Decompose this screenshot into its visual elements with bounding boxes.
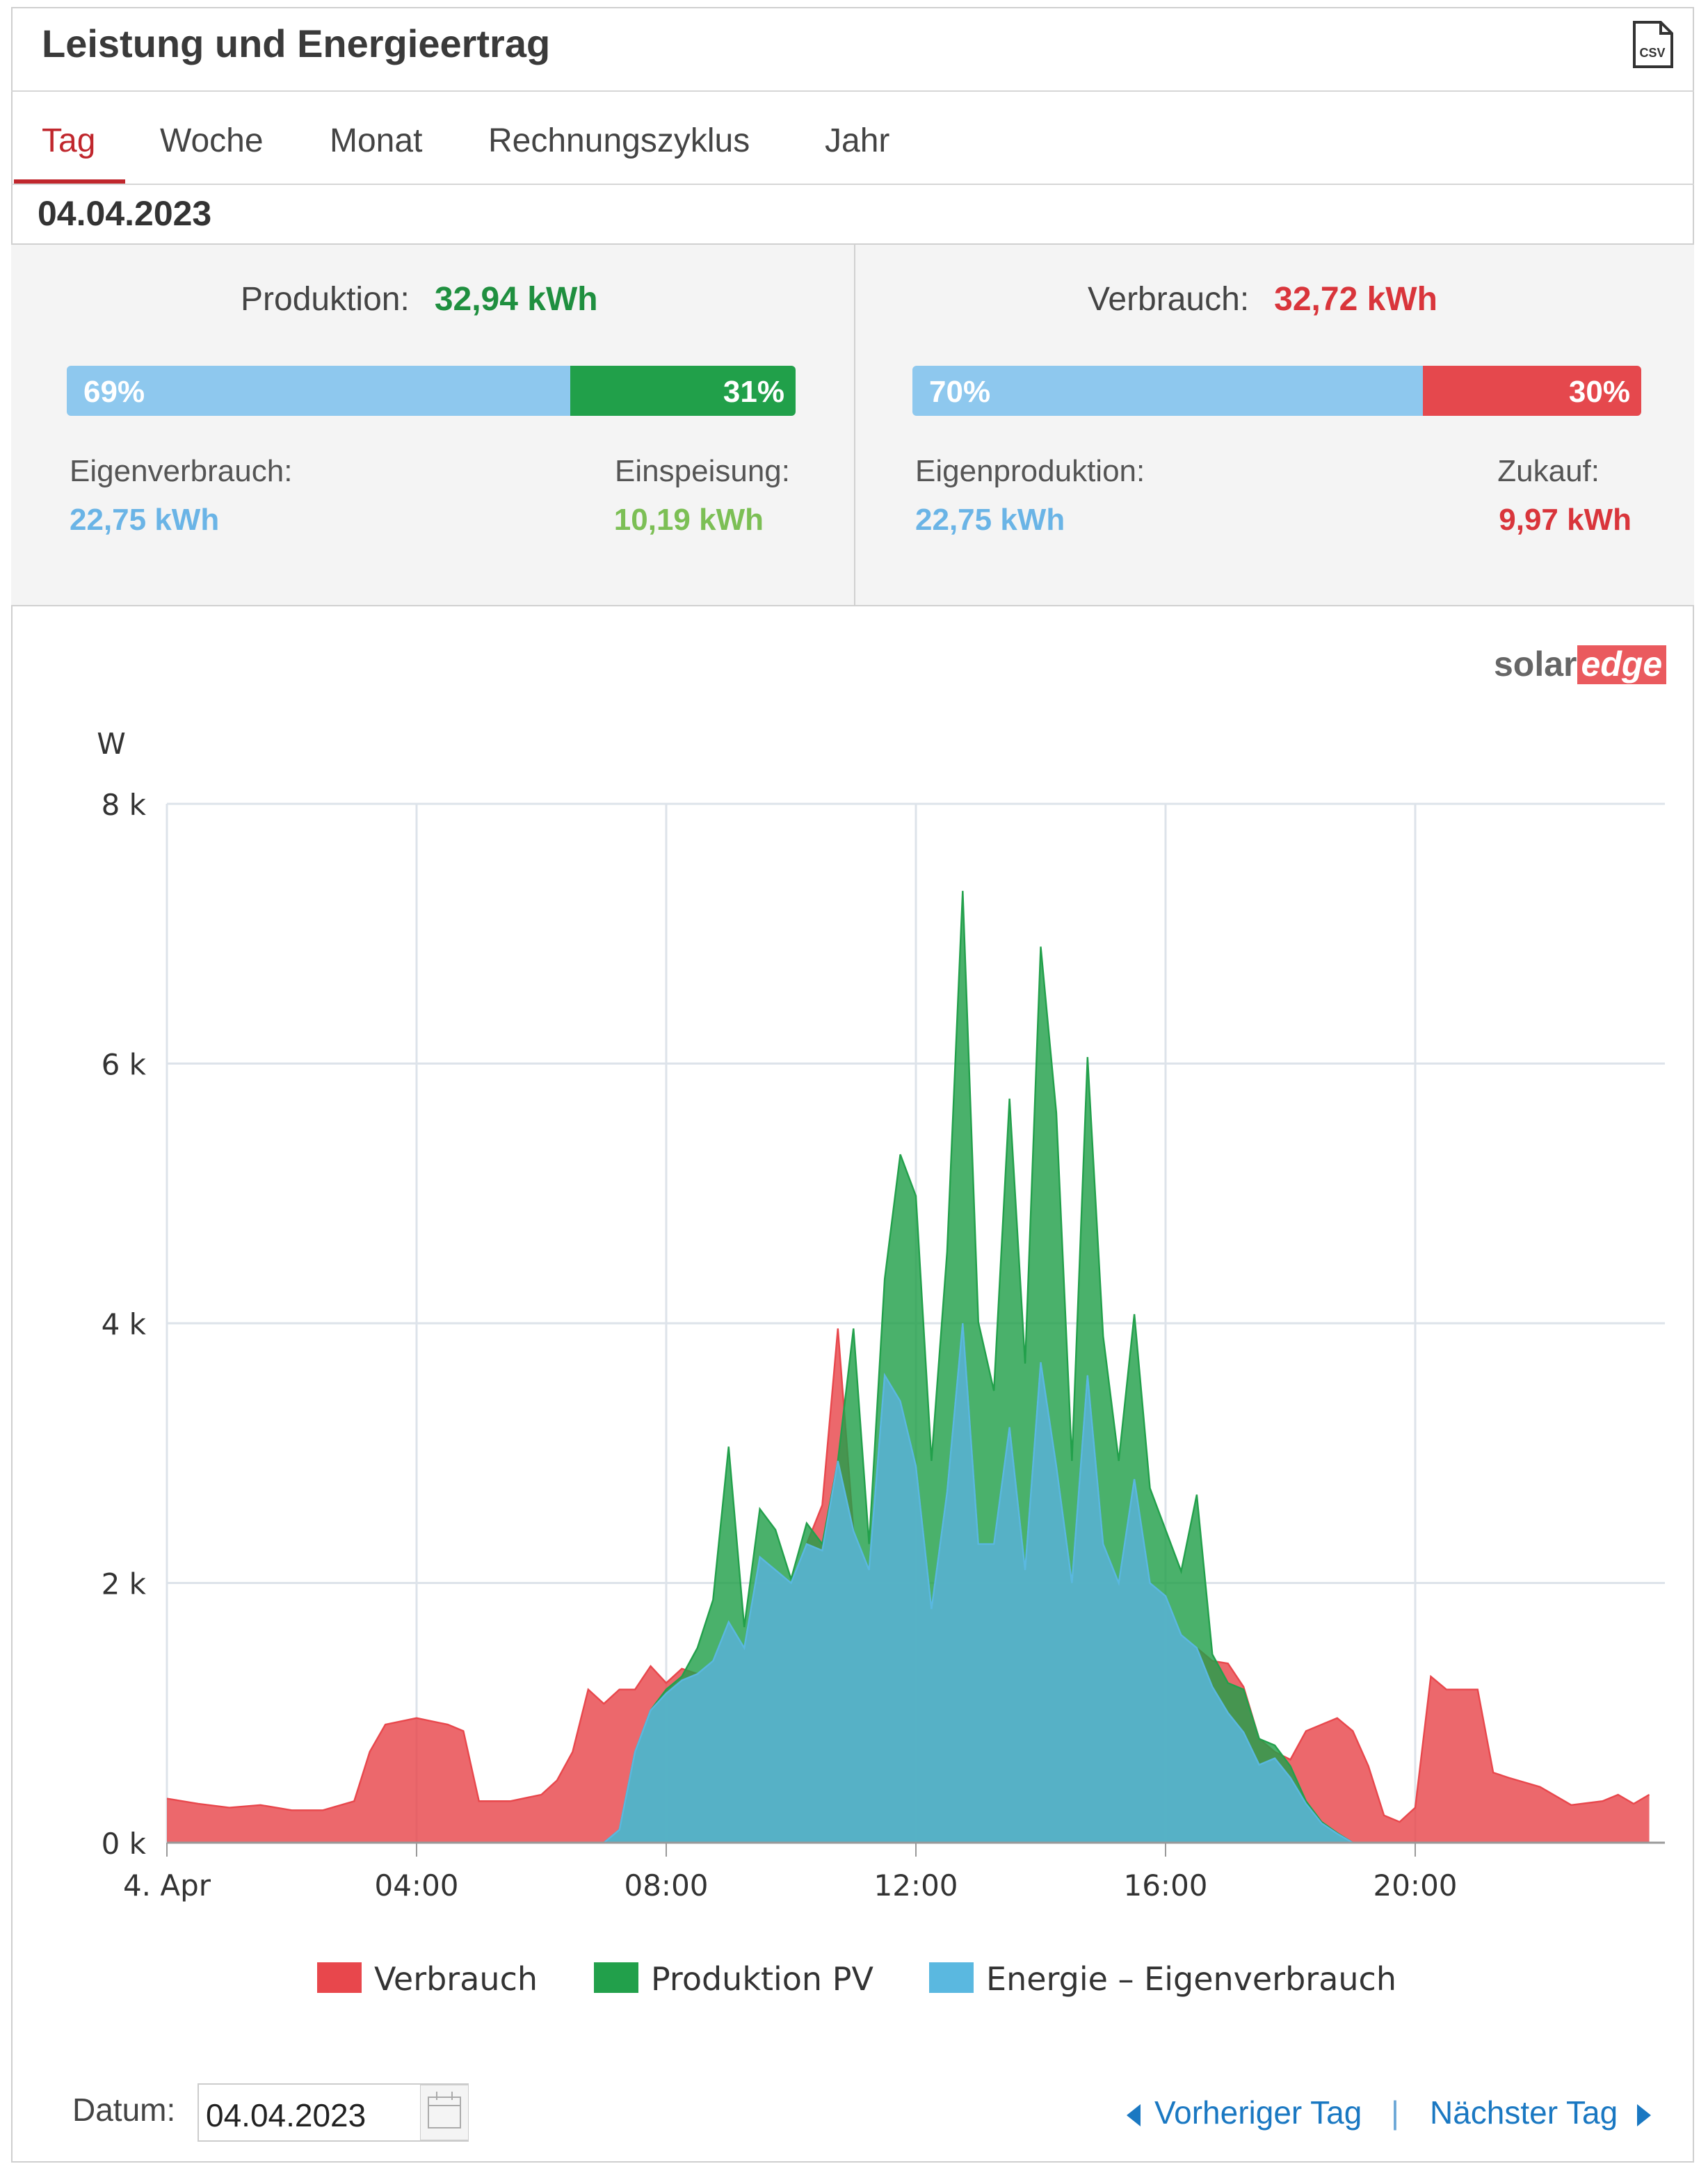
label: Eigenverbrauch: [70,453,293,488]
bar-label: 31% [723,374,784,409]
bar-segment: 30% [1422,366,1641,416]
date-value: 04.04.2023 [206,2097,366,2133]
csv-button[interactable]: CSV [1630,19,1675,70]
csv-label: CSV [1639,46,1665,60]
y-tick-label: 8 k [102,788,147,822]
divider [11,90,1694,92]
legend-label: Produktion PV [651,1960,873,1998]
bar-label: 30% [1568,374,1630,409]
next-day-link[interactable]: Nächster Tag [1430,2094,1618,2131]
production-bar: 69% 31% [67,366,796,416]
consumption-total: 32,72 kWh [1274,281,1437,318]
tab[interactable]: Monat [330,122,423,160]
label: Verbrauch: [1088,281,1250,318]
label: Eigenproduktion: [915,453,1145,488]
x-tick-label: 16:00 [1123,1868,1207,1903]
tab[interactable]: Woche [160,122,264,160]
divider [11,184,1694,185]
legend-swatch [594,1962,638,1993]
x-tick-label: 4. Apr [123,1868,211,1903]
production-total: 32,94 kWh [434,281,598,318]
area-fill [167,891,1650,1843]
prev-arrow [1127,2104,1141,2126]
legend-swatch [317,1962,362,1993]
date-label: Datum: [72,2092,176,2128]
widget-title: Leistung und Energieertrag [42,22,551,65]
label: Produktion: [241,281,410,318]
logo-part: solar [1494,645,1577,684]
y-tick-label: 0 k [102,1827,147,1861]
divider [854,243,855,606]
label: Einspeisung: [615,453,790,488]
value: 9,97 kWh [1499,502,1632,537]
bar-segment: 70% [912,366,1423,416]
prev-day-link[interactable]: Vorheriger Tag [1154,2094,1362,2131]
x-tick-label: 08:00 [624,1868,708,1903]
x-tick-label: 12:00 [873,1868,958,1903]
separator: | [1391,2094,1399,2131]
value: 22,75 kWh [70,502,220,537]
y-tick-label: 2 k [102,1567,147,1601]
y-tick-label: 4 k [102,1307,147,1341]
production-heading: Produktion: 32,94 kWh [241,281,598,320]
label: Zukauf: [1497,453,1600,488]
next-arrow [1637,2104,1651,2126]
x-tick-label: 20:00 [1373,1868,1457,1903]
bar-label: 70% [929,374,991,409]
tab[interactable]: Jahr [825,122,890,160]
legend-swatch [929,1962,974,1993]
legend-label: Energie – Eigenverbrauch [986,1960,1396,1998]
legend-label: Verbrauch [374,1960,538,1998]
bar-label: 69% [83,374,145,409]
consumption-heading: Verbrauch: 32,72 kWh [1088,281,1437,320]
bar-segment: 69% [67,366,570,416]
widget-frame [11,7,1694,2163]
summary-panel [11,243,1694,606]
area-fill [167,1323,1650,1843]
bar-segment: 31% [570,366,796,416]
tab[interactable]: Tag [42,122,96,160]
y-tick-label: 6 k [102,1048,147,1082]
logo-part: edge [1577,645,1667,684]
consumption-bar: 70% 30% [912,366,1641,416]
y-axis-unit: W [97,727,126,761]
active-tab-indicator [14,179,125,184]
logo: solar edge [1494,645,1667,686]
value: 22,75 kWh [915,502,1065,537]
tab[interactable]: Rechnungszyklus [488,122,750,160]
calendar-button[interactable] [420,2085,469,2140]
x-tick-label: 04:00 [374,1868,458,1903]
value: 10,19 kWh [613,502,764,537]
selected-date: 04.04.2023 [38,195,212,234]
